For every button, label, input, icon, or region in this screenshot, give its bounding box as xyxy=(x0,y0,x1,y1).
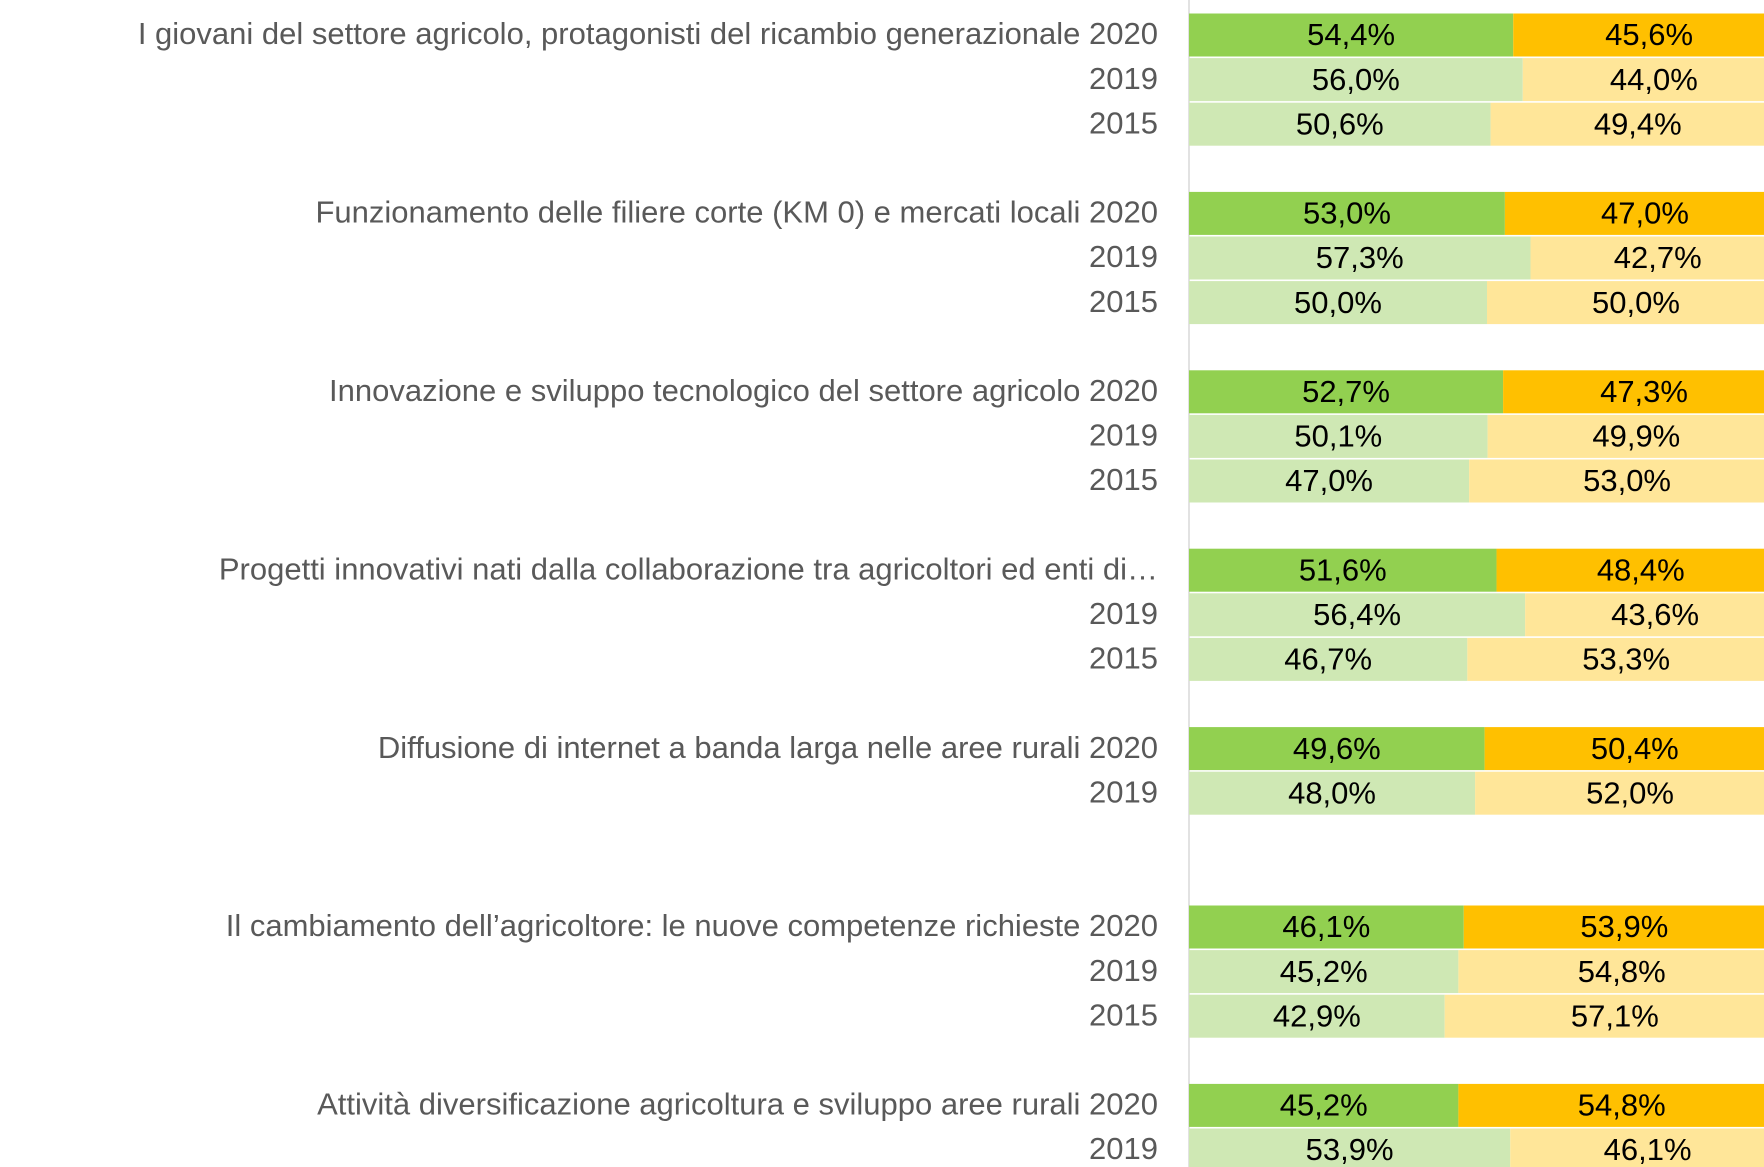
bar-segment xyxy=(1503,370,1764,414)
value-label: 49,6% xyxy=(1293,731,1381,766)
value-label: 51,6% xyxy=(1299,552,1387,587)
value-label: 54,8% xyxy=(1578,954,1666,989)
bar-segment xyxy=(1458,950,1764,994)
value-label: 48,0% xyxy=(1288,775,1376,810)
bar-segment xyxy=(1510,1128,1764,1167)
value-label: 56,0% xyxy=(1312,62,1400,97)
value-label: 56,4% xyxy=(1313,597,1401,632)
bar-segment xyxy=(1530,236,1764,280)
category-label: 2019 xyxy=(1089,418,1158,453)
category-label: Il cambiamento dell’agricoltore: le nuov… xyxy=(226,908,1158,943)
value-label: 42,9% xyxy=(1273,998,1361,1033)
value-label: 43,6% xyxy=(1611,597,1699,632)
bar-segment xyxy=(1189,905,1464,949)
bar-segment xyxy=(1189,281,1487,325)
bar-segment xyxy=(1189,593,1526,637)
category-label: 2015 xyxy=(1089,284,1158,319)
value-label: 50,6% xyxy=(1296,106,1384,141)
value-label: 53,0% xyxy=(1583,463,1671,498)
value-label: 52,0% xyxy=(1586,775,1674,810)
value-label: 45,6% xyxy=(1605,17,1693,52)
bar-segment xyxy=(1513,13,1764,57)
category-label: 2019 xyxy=(1089,1131,1158,1166)
category-label: 2019 xyxy=(1089,953,1158,988)
value-label: 53,9% xyxy=(1580,909,1668,944)
bar-segment xyxy=(1469,459,1764,503)
value-label: 47,3% xyxy=(1600,374,1688,409)
value-label: 53,0% xyxy=(1303,196,1391,231)
value-label: 50,4% xyxy=(1591,731,1679,766)
value-label: 49,9% xyxy=(1592,419,1680,454)
bar-segment xyxy=(1463,905,1764,949)
value-label: 46,7% xyxy=(1284,642,1372,677)
bar-segment xyxy=(1189,548,1497,592)
bar-segment xyxy=(1189,370,1504,414)
value-label: 44,0% xyxy=(1610,62,1698,97)
value-label: 46,1% xyxy=(1604,1132,1692,1167)
bar-segment xyxy=(1189,1083,1459,1127)
value-label: 54,4% xyxy=(1307,17,1395,52)
category-label: 2019 xyxy=(1089,596,1158,631)
value-label: 49,4% xyxy=(1594,106,1682,141)
category-label: 2015 xyxy=(1089,641,1158,676)
bar-segment xyxy=(1189,13,1514,57)
bar-segment xyxy=(1490,102,1764,146)
value-label: 47,0% xyxy=(1285,463,1373,498)
value-label: 52,7% xyxy=(1302,374,1390,409)
category-label: Progetti innovativi nati dalla collabora… xyxy=(219,551,1158,586)
bar-segment xyxy=(1189,102,1491,146)
category-label: 2015 xyxy=(1089,997,1158,1032)
category-label: 2015 xyxy=(1089,105,1158,140)
bar-segment xyxy=(1189,994,1445,1038)
value-label: 50,0% xyxy=(1294,285,1382,320)
bar-segment xyxy=(1189,459,1470,503)
bar-segment xyxy=(1189,414,1488,458)
bar-segment xyxy=(1189,191,1505,235)
bar-segment xyxy=(1189,771,1476,815)
value-label: 54,8% xyxy=(1578,1088,1666,1123)
bar-segment xyxy=(1444,994,1764,1038)
category-label: Funzionamento delle filiere corte (KM 0)… xyxy=(315,195,1158,230)
bar-segment xyxy=(1487,281,1764,325)
value-label: 42,7% xyxy=(1614,240,1702,275)
value-label: 48,4% xyxy=(1597,552,1685,587)
category-label: 2019 xyxy=(1089,774,1158,809)
value-label: 47,0% xyxy=(1601,196,1689,231)
bar-segment xyxy=(1487,414,1764,458)
value-label: 50,0% xyxy=(1592,285,1680,320)
bar-segment xyxy=(1189,727,1485,771)
bar-segment xyxy=(1189,637,1468,681)
value-label: 57,1% xyxy=(1571,998,1659,1033)
value-label: 45,2% xyxy=(1280,1088,1368,1123)
bar-segment xyxy=(1189,58,1523,102)
bar-segment xyxy=(1496,548,1764,592)
bar-segment xyxy=(1522,58,1764,102)
value-label: 53,3% xyxy=(1582,642,1670,677)
bar-segment xyxy=(1189,950,1459,994)
category-label: 2015 xyxy=(1089,462,1158,497)
category-label: Innovazione e sviluppo tecnologico del s… xyxy=(329,373,1158,408)
bar-segment xyxy=(1458,1083,1764,1127)
bar-segment xyxy=(1475,771,1764,815)
value-label: 46,1% xyxy=(1282,909,1370,944)
value-label: 45,2% xyxy=(1280,954,1368,989)
value-label: 57,3% xyxy=(1316,240,1404,275)
category-label: 2019 xyxy=(1089,61,1158,96)
value-label: 50,1% xyxy=(1294,419,1382,454)
bar-segment xyxy=(1504,191,1764,235)
category-label: I giovani del settore agricolo, protagon… xyxy=(138,16,1158,51)
category-label: Diffusione di internet a banda larga nel… xyxy=(378,730,1158,765)
bar-segment xyxy=(1189,236,1531,280)
bar-segment xyxy=(1484,727,1764,771)
bar-segment xyxy=(1525,593,1764,637)
category-label: Attività diversificazione agricoltura e … xyxy=(317,1087,1158,1122)
value-label: 53,9% xyxy=(1306,1132,1394,1167)
category-label: 2019 xyxy=(1089,239,1158,274)
bar-segment xyxy=(1467,637,1764,681)
bar-segment xyxy=(1189,1128,1511,1167)
